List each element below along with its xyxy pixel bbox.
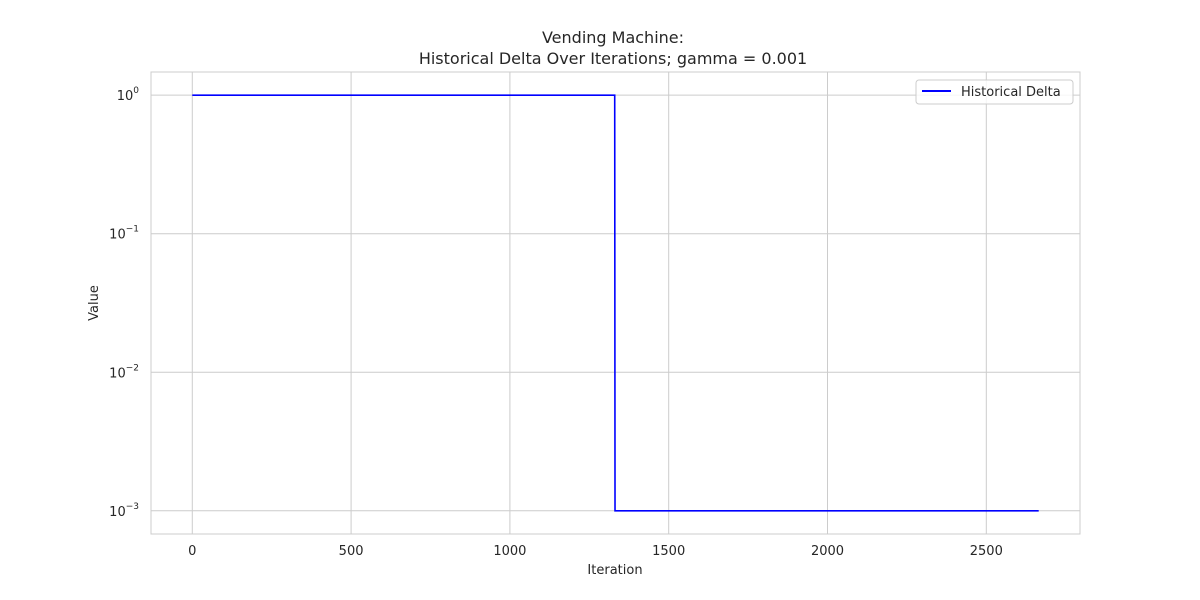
legend-label-historical-delta: Historical Delta: [961, 85, 1061, 100]
chart-title-line-2: Historical Delta Over Iterations; gamma …: [419, 49, 807, 68]
legend: Historical Delta: [915, 79, 1074, 105]
series-layer: [192, 94, 1039, 512]
x-tick-labels: 0 500 1000 1500 2000 2500: [188, 544, 1003, 559]
x-tick-label: 1000: [493, 544, 526, 559]
y-tick-label: 10−3: [109, 502, 139, 520]
plot-frame: [150, 71, 1081, 535]
x-tick-label: 0: [188, 544, 196, 559]
chart-title-line-1: Vending Machine:: [542, 28, 684, 47]
y-tick-label: 10−2: [109, 363, 139, 381]
series-line-historical-delta: [192, 94, 1039, 512]
y-tick-label: 100: [117, 86, 140, 104]
legend-box: [915, 79, 1074, 105]
y-tick-labels: 10−3 10−2 10−1 100: [109, 86, 139, 520]
x-tick-label: 500: [339, 544, 364, 559]
x-tick-label: 2000: [811, 544, 844, 559]
y-tick-label: 10−1: [109, 225, 139, 243]
x-tick-label: 2500: [970, 544, 1003, 559]
y-axis-label: Value: [87, 285, 102, 321]
x-axis-label: Iteration: [587, 563, 642, 578]
x-tick-label: 1500: [652, 544, 685, 559]
